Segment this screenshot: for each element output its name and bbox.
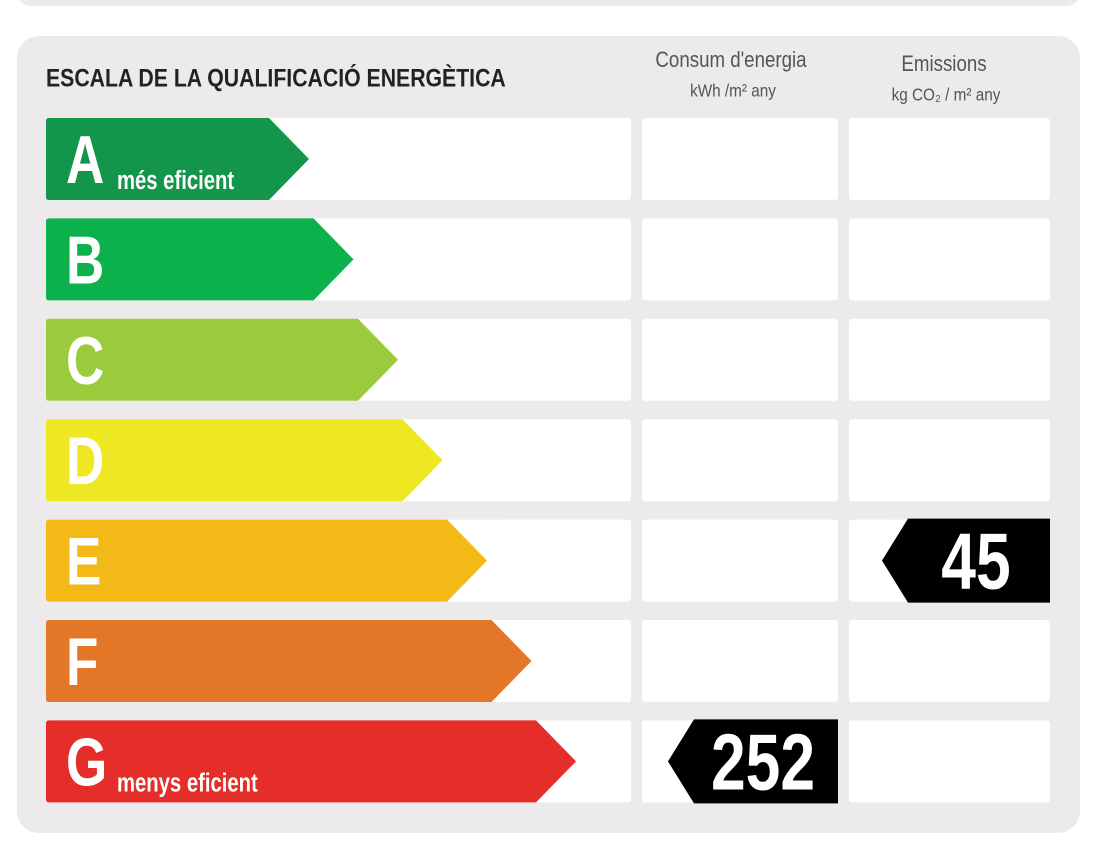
rating-letter: G bbox=[66, 724, 107, 800]
emissions-title: Emissions bbox=[901, 52, 986, 76]
rating-arrow bbox=[46, 419, 443, 502]
rating-letter: C bbox=[66, 322, 104, 398]
rating-letter: E bbox=[66, 523, 101, 599]
rating-letter: F bbox=[66, 624, 98, 700]
rating-note: més eficient bbox=[117, 166, 234, 195]
value-arrow bbox=[882, 518, 1050, 603]
rating-letter: D bbox=[66, 423, 104, 499]
row-cell bbox=[849, 318, 1050, 401]
previous-panel bbox=[19, 0, 1078, 6]
rating-note: menys eficient bbox=[117, 768, 258, 797]
row-cell bbox=[849, 118, 1050, 200]
row-cell bbox=[642, 620, 838, 702]
row-cell bbox=[849, 218, 1050, 301]
row-cell bbox=[642, 118, 838, 200]
rating-arrow bbox=[46, 318, 398, 401]
row-cell bbox=[642, 318, 838, 401]
row-cell bbox=[849, 620, 1050, 702]
value-label: 45 bbox=[941, 517, 1010, 606]
row-cell bbox=[642, 218, 838, 301]
rating-arrow bbox=[46, 720, 576, 803]
rating-arrow bbox=[46, 118, 309, 200]
row-cell bbox=[642, 519, 838, 602]
emissions-unit: kg CO₂ / m² any bbox=[892, 85, 1001, 105]
value-label: 252 bbox=[711, 718, 815, 807]
row-cell bbox=[849, 720, 1050, 803]
rating-arrow bbox=[46, 620, 532, 702]
rating-arrow bbox=[46, 218, 354, 301]
title: ESCALA DE LA QUALIFICACIÓ ENERGÈTICA bbox=[46, 63, 506, 92]
row-cell bbox=[849, 419, 1050, 502]
rating-letter: A bbox=[66, 122, 104, 198]
value-arrow bbox=[668, 719, 838, 804]
rating-arrow bbox=[46, 519, 487, 602]
rating-letter: B bbox=[66, 222, 104, 298]
consumption-title: Consum d'energia bbox=[655, 48, 807, 72]
consumption-unit: kWh /m² any bbox=[690, 81, 776, 101]
row-cell bbox=[642, 419, 838, 502]
